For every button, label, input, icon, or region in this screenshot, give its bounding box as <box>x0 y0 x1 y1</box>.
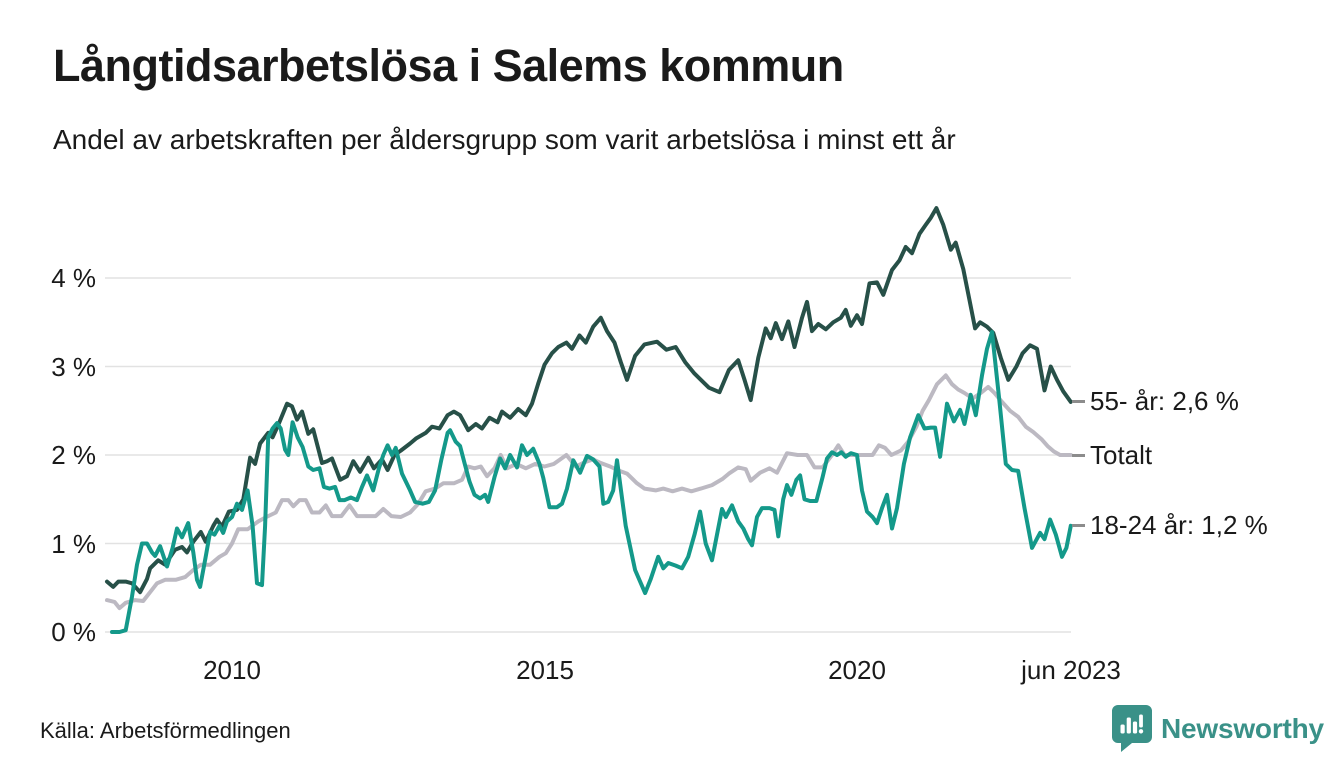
y-axis-label-3: 3 % <box>51 351 96 382</box>
page-title: Långtidsarbetslösa i Salems kommun <box>53 40 844 91</box>
x-axis-label-2010: 2010 <box>203 655 261 685</box>
series-line-totalt <box>105 373 1073 611</box>
x-axis-label-jun-2023: jun 2023 <box>1021 655 1121 685</box>
series-line-55-ar <box>105 206 1073 595</box>
end-label-text-totalt: Totalt <box>1090 439 1153 470</box>
chart-subtitle: Andel av arbetskraften per åldersgrupp s… <box>53 124 956 155</box>
x-axis-label-2015: 2015 <box>516 655 574 685</box>
y-axis-label-2: 2 % <box>51 440 96 470</box>
end-label-text-55-ar: 55- år: 2,6 % <box>1090 386 1239 417</box>
series-line-18-24-ar <box>110 330 1073 634</box>
newsworthy-speech-bubble-bar-chart-icon <box>1112 705 1152 752</box>
end-label-55-ar: 55- år: 2,6 % <box>1072 385 1239 419</box>
y-axis-label-1: 1 % <box>51 528 96 559</box>
end-label-connector-totalt <box>1072 453 1085 457</box>
end-label-text-18-24-ar: 18-24 år: 1,2 % <box>1090 510 1268 541</box>
newsworthy-logo: Newsworthy <box>1112 705 1324 752</box>
end-label-connector-18-24-ar <box>1072 524 1085 528</box>
brand-name: Newsworthy <box>1161 712 1324 744</box>
end-label-connector-55-ar <box>1072 400 1085 404</box>
x-axis-label-2020: 2020 <box>828 655 886 685</box>
y-axis-label-0: 0 % <box>51 617 96 647</box>
y-axis-label-4: 4 % <box>51 263 96 293</box>
source-note: Källa: Arbetsförmedlingen <box>40 718 291 743</box>
end-label-18-24-ar: 18-24 år: 1,2 % <box>1072 509 1268 543</box>
end-label-totalt: Totalt <box>1072 438 1152 472</box>
